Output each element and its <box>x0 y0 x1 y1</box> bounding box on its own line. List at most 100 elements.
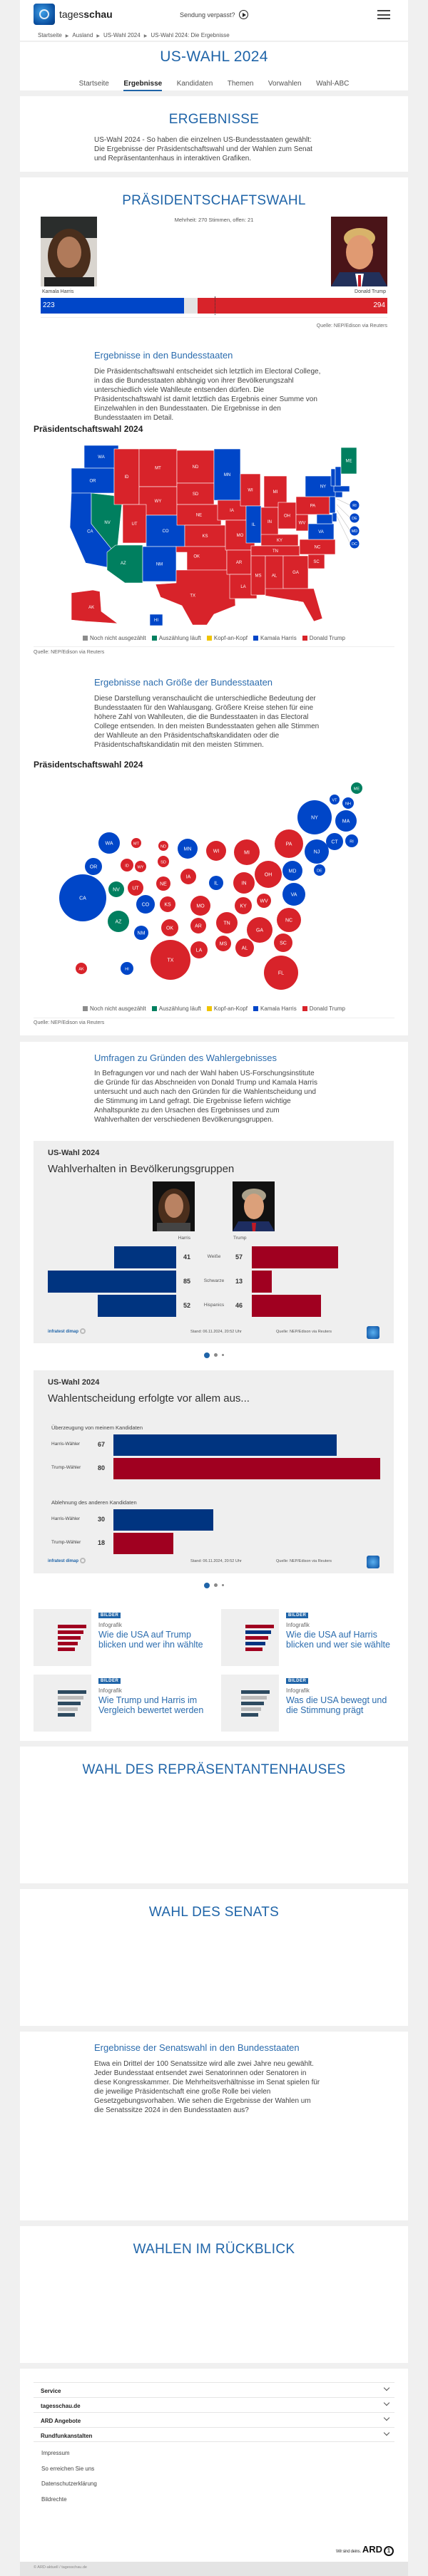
state-bubble-cartogram[interactable]: ME VT NH NY MA WA MT ND MN WI MI PA CT RI NJ OR ID WY SD IA… <box>0 777 428 998</box>
bubble-mn[interactable] <box>178 839 198 859</box>
state-nj[interactable] <box>329 496 336 514</box>
bubble-ca[interactable] <box>59 874 106 921</box>
ard-logo[interactable]: Wir sind deins. ARD 1 <box>336 2544 394 2556</box>
state-de-marker[interactable] <box>350 513 360 523</box>
teaser-title[interactable]: Wie die USA auf Trump blicken und wer ih… <box>98 1630 203 1650</box>
state-nh[interactable] <box>335 466 342 487</box>
footer-link-image-rights[interactable]: Bildrechte <box>41 2496 67 2503</box>
carousel-dots[interactable] <box>0 1349 428 1362</box>
state-mi[interactable] <box>263 475 287 508</box>
footer-accordion-item[interactable]: Rundfunkanstalten <box>34 2427 394 2442</box>
missed-show-link[interactable]: Sendung verpasst? <box>180 10 249 19</box>
bubble-sd[interactable] <box>158 856 169 867</box>
bubble-ok[interactable] <box>161 919 178 936</box>
footer-link-impressum[interactable]: Impressum <box>41 2450 70 2456</box>
breadcrumb-item[interactable]: US-Wahl 2024 <box>103 32 141 38</box>
bubble-ma[interactable] <box>335 810 357 832</box>
state-nm[interactable] <box>142 546 177 582</box>
bubble-ri[interactable] <box>345 834 358 847</box>
bubble-ak[interactable] <box>76 963 87 974</box>
state-in[interactable] <box>260 507 279 537</box>
state-wa[interactable] <box>83 445 119 469</box>
bubble-al[interactable] <box>235 938 254 957</box>
state-ok[interactable] <box>175 546 228 571</box>
bubble-fl[interactable] <box>264 956 298 990</box>
state-ga[interactable] <box>282 555 309 589</box>
state-vt[interactable] <box>330 468 336 487</box>
tab-ergebnisse[interactable]: Ergebnisse <box>123 80 163 91</box>
bubble-nc[interactable] <box>277 908 301 932</box>
bubble-ny[interactable] <box>297 800 332 834</box>
state-nd[interactable] <box>176 450 215 484</box>
state-dc-marker[interactable] <box>350 539 360 549</box>
bubble-wy[interactable] <box>135 861 146 872</box>
state-ut[interactable] <box>122 504 147 544</box>
footer-accordion-item[interactable]: Service <box>34 2382 394 2397</box>
state-az[interactable] <box>106 544 143 584</box>
state-mt[interactable] <box>138 448 178 487</box>
us-state-map[interactable]: WA OR CA NV ID MT WY UT CO AZ NM ND SD NE KS OK TX MN IA MO… <box>0 442 428 631</box>
breadcrumb-item[interactable]: Startseite <box>38 32 62 38</box>
state-fl[interactable] <box>265 588 323 622</box>
teaser-title[interactable]: Wie Trump und Harris im Vergleich bewert… <box>98 1695 204 1715</box>
bubble-nj[interactable] <box>305 839 329 864</box>
teaser-thumbnail[interactable] <box>221 1609 279 1666</box>
bubble-la[interactable] <box>190 941 208 958</box>
state-ri-marker[interactable] <box>350 500 360 510</box>
tagesschau-logo-icon[interactable] <box>34 4 55 25</box>
bubble-hi[interactable] <box>121 962 133 975</box>
tagesschau-logo-text[interactable]: tagesschau <box>59 9 113 20</box>
bubble-ms[interactable] <box>215 936 231 951</box>
state-ct[interactable] <box>335 491 343 498</box>
footer-link-privacy[interactable]: Datenschutzerklärung <box>41 2481 97 2487</box>
bubble-il[interactable] <box>209 876 223 890</box>
footer-accordion-item[interactable]: tagesschau.de <box>34 2397 394 2412</box>
state-me[interactable] <box>340 447 357 475</box>
state-hi[interactable] <box>149 614 163 626</box>
bubble-nd[interactable] <box>158 841 168 851</box>
state-tx[interactable] <box>155 569 236 626</box>
teaser-thumbnail[interactable] <box>221 1675 279 1732</box>
footer-link-contact[interactable]: So erreichen Sie uns <box>41 2466 95 2472</box>
state-wi[interactable] <box>240 473 261 507</box>
bubble-ut[interactable] <box>128 880 143 896</box>
tab-vorwahlen[interactable]: Vorwahlen <box>268 80 302 88</box>
bubble-pa[interactable] <box>275 829 303 858</box>
bubble-tx[interactable] <box>151 940 190 980</box>
bubble-md[interactable] <box>282 861 302 881</box>
bubble-ks[interactable] <box>160 896 175 912</box>
bubble-ar[interactable] <box>190 918 206 933</box>
state-ks[interactable] <box>184 524 226 547</box>
hamburger-menu-icon[interactable] <box>377 10 390 19</box>
bubble-ia[interactable] <box>180 869 196 884</box>
bubble-vt[interactable] <box>330 795 340 805</box>
bubble-mo[interactable] <box>190 896 210 916</box>
state-de[interactable] <box>332 512 337 522</box>
bubble-me[interactable] <box>351 782 362 794</box>
state-sd[interactable] <box>176 482 215 505</box>
bubble-ne[interactable] <box>156 876 170 891</box>
bubble-tn[interactable] <box>216 912 238 933</box>
bubble-mt[interactable] <box>131 838 141 848</box>
bubble-va[interactable] <box>282 883 305 906</box>
footer-accordion-item[interactable]: ARD Angebote <box>34 2412 394 2427</box>
bubble-de[interactable] <box>314 864 325 876</box>
bubble-sc[interactable] <box>274 933 292 952</box>
bubble-ky[interactable] <box>235 897 252 914</box>
state-ma[interactable] <box>333 485 350 492</box>
bubble-nh[interactable] <box>342 797 354 809</box>
state-oh[interactable] <box>277 502 297 529</box>
carousel-dots[interactable] <box>0 1579 428 1592</box>
state-ne[interactable] <box>176 504 222 526</box>
bubble-id[interactable] <box>121 859 133 871</box>
bubble-mi[interactable] <box>234 839 260 865</box>
teaser-thumbnail[interactable] <box>34 1675 91 1732</box>
bubble-nv[interactable] <box>108 881 124 897</box>
bubble-wi[interactable] <box>206 841 226 861</box>
bubble-nm[interactable] <box>134 926 148 940</box>
tab-wahl-abc[interactable]: Wahl-ABC <box>316 80 350 88</box>
bubble-ga[interactable] <box>247 917 272 943</box>
state-md[interactable] <box>316 514 333 524</box>
bubble-wv[interactable] <box>257 894 271 908</box>
state-md-marker[interactable] <box>350 526 360 536</box>
